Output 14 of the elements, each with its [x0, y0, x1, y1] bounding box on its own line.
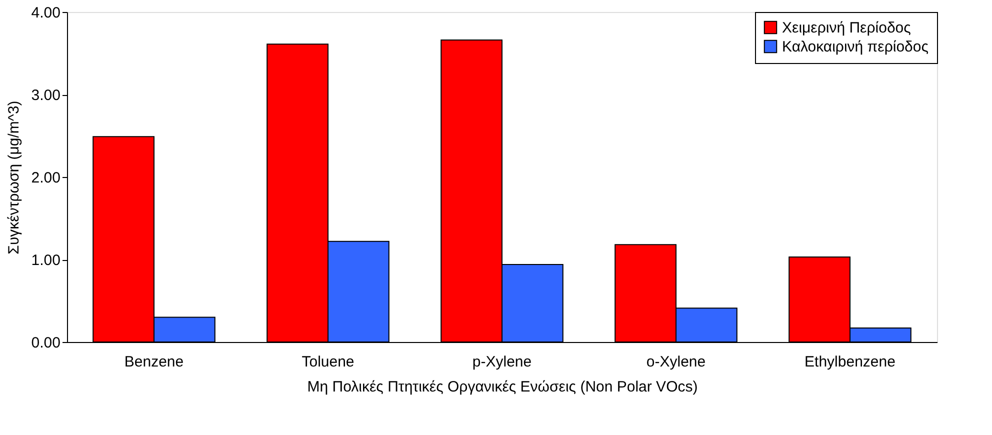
x-tick-label: p-Xylene	[472, 354, 532, 370]
y-tick-label: 1.00	[31, 252, 60, 269]
x-tick-label: Ethylbenzene	[804, 354, 896, 370]
y-axis-title: Συγκέντρωση (μg/m^3)	[5, 100, 22, 254]
x-tick-label: Benzene	[124, 354, 184, 370]
x-tick-label: Toluene	[302, 354, 354, 370]
x-tick-label: o-Xylene	[646, 354, 706, 370]
y-tick-label: 2.00	[31, 170, 60, 186]
y-tick-label: 0.00	[31, 334, 60, 352]
legend-label: Καλοκαιρινή περίοδος	[782, 38, 928, 56]
legend-label: Χειμερινή Περίοδος	[782, 20, 911, 36]
x-axis-title: Μη Πολικές Πτητικές Οργανικές Ενώσεις (Non Polar VOcs)	[307, 378, 698, 396]
y-tick-label: 3.00	[31, 87, 60, 104]
y-tick-label: 4.00	[31, 4, 60, 22]
